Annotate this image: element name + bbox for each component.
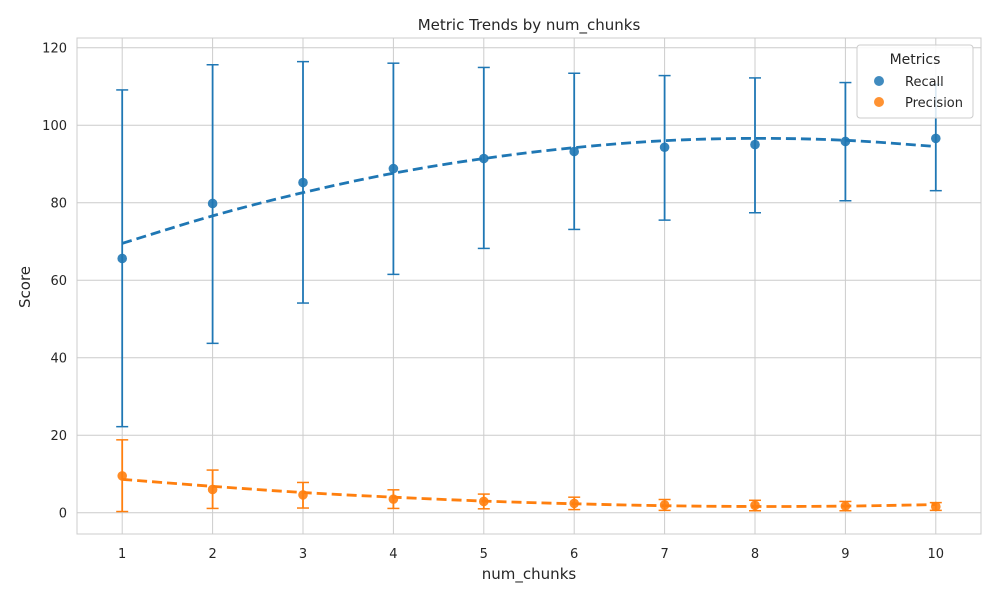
trend-line-recall <box>121 136 936 245</box>
x-axis: 1 2 3 4 5 6 7 8 9 10 <box>118 547 944 562</box>
data-point-recall <box>840 136 851 147</box>
y-tick-label: 40 <box>50 352 67 367</box>
data-point-recall <box>750 139 760 150</box>
x-tick-label: 8 <box>751 547 759 562</box>
trend-line-precision <box>122 477 936 508</box>
data-point-precision <box>388 494 399 504</box>
data-point-recall <box>659 142 670 153</box>
y-tick-label: 120 <box>42 42 67 57</box>
data-point-precision <box>117 471 127 481</box>
data-point-precision <box>931 501 941 512</box>
x-axis-label: num_chunks <box>482 565 577 584</box>
legend-marker-precision <box>874 97 884 107</box>
legend-title: Metrics <box>890 52 941 68</box>
y-tick-label: 100 <box>42 119 67 134</box>
data-point-recall <box>298 177 308 188</box>
legend-marker-recall <box>874 76 884 86</box>
chart-title: Metric Trends by num_chunks <box>418 16 641 35</box>
x-tick-label: 9 <box>841 547 849 562</box>
y-tick-label: 0 <box>59 507 67 522</box>
series-recall <box>116 60 942 428</box>
data-point-precision <box>479 496 489 507</box>
legend: Metrics Recall Precision <box>856 44 974 119</box>
y-tick-label: 60 <box>50 274 67 289</box>
x-tick-label: 10 <box>928 547 945 562</box>
y-tick-label: 20 <box>50 429 67 444</box>
x-tick-label: 6 <box>570 547 578 562</box>
legend-box <box>856 44 974 119</box>
data-point-precision <box>659 500 670 510</box>
y-axis-label: Score <box>16 266 34 308</box>
x-tick-label: 5 <box>480 547 488 562</box>
legend-label-recall: Recall <box>905 75 944 90</box>
data-point-precision <box>569 498 579 509</box>
x-tick-label: 7 <box>660 547 668 562</box>
x-tick-label: 2 <box>208 547 216 562</box>
x-tick-label: 4 <box>389 547 397 562</box>
plot-frame <box>76 37 982 535</box>
data-point-recall <box>388 163 399 174</box>
x-tick-label: 3 <box>299 547 307 562</box>
y-axis: 0 20 40 60 80 100 120 <box>42 42 67 522</box>
x-tick-label: 1 <box>118 547 126 562</box>
series-layer <box>116 60 942 513</box>
data-point-recall <box>479 153 489 164</box>
data-point-recall <box>117 253 127 264</box>
y-tick-label: 80 <box>50 197 67 212</box>
series-precision <box>116 439 942 513</box>
plot-area <box>77 38 981 534</box>
data-point-precision <box>207 484 218 495</box>
data-point-recall <box>207 198 218 209</box>
data-point-precision <box>298 490 308 500</box>
data-point-precision <box>840 501 851 511</box>
legend-label-precision: Precision <box>905 96 963 111</box>
data-point-precision <box>750 500 760 511</box>
data-point-recall <box>931 133 941 144</box>
data-point-recall <box>569 146 579 157</box>
